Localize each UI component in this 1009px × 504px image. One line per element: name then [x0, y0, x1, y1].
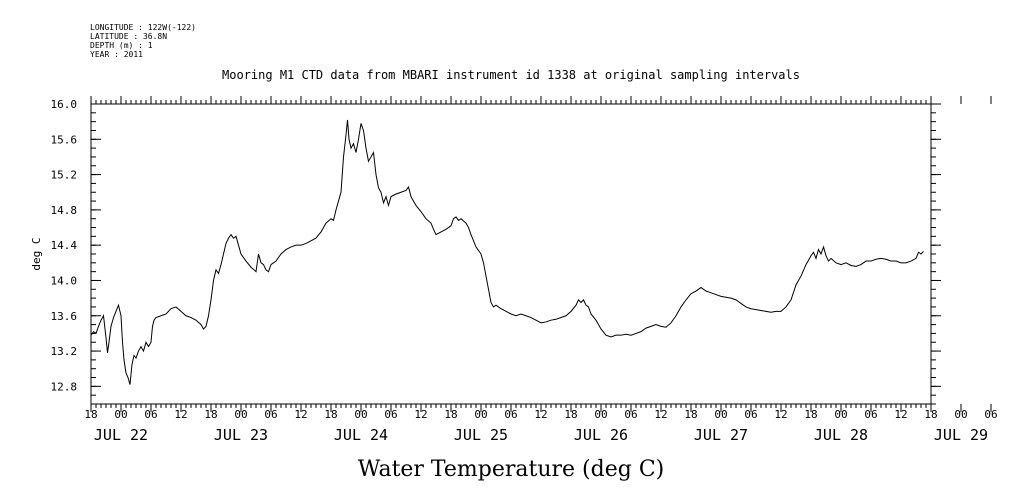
x-hour-label: 06: [624, 408, 637, 421]
x-hour-label: 18: [924, 408, 937, 421]
temperature-series-line: [90, 119, 924, 385]
depth-label: DEPTH (m) : 1: [90, 41, 153, 50]
x-day-label: JUL 24: [334, 426, 388, 444]
y-tick-label: 13.6: [51, 310, 78, 323]
x-hour-label: 18: [84, 408, 97, 421]
x-day-label: JUL 23: [214, 426, 268, 444]
x-hour-label: 06: [984, 408, 997, 421]
x-hour-label: 00: [354, 408, 367, 421]
x-hour-label: 00: [474, 408, 487, 421]
y-tick-label: 13.2: [51, 345, 78, 358]
series-layer: [90, 119, 924, 385]
x-day-label: JUL 26: [574, 426, 628, 444]
y-axis-label: deg C: [30, 237, 43, 270]
x-hour-label: 06: [864, 408, 877, 421]
x-hour-label: 12: [774, 408, 787, 421]
y-tick-label: 12.8: [51, 380, 78, 393]
y-tick-label: 16.0: [51, 98, 78, 111]
y-tick-label: 15.2: [51, 169, 78, 182]
x-hour-label: 18: [684, 408, 697, 421]
x-hour-label: 12: [294, 408, 307, 421]
x-hour-label: 00: [234, 408, 247, 421]
x-hour-label: 18: [204, 408, 217, 421]
x-hour-label: 00: [114, 408, 127, 421]
y-tick-label: 14.4: [51, 239, 78, 252]
x-axis-label: Water Temperature (deg C): [358, 457, 665, 482]
x-hour-label: 06: [384, 408, 397, 421]
chart-title: Mooring M1 CTD data from MBARI instrumen…: [222, 68, 800, 82]
x-hour-label: 12: [174, 408, 187, 421]
metadata-block: LONGITUDE : 122W(-122) LATITUDE : 36.8N …: [90, 23, 196, 59]
x-hour-label: 18: [324, 408, 337, 421]
x-hour-label: 18: [444, 408, 457, 421]
y-axis: 12.8 13.2 13.6 14.0 14.4 14.8 15.2 15.6 16.0: [51, 98, 941, 405]
x-day-label: JUL 29: [934, 426, 988, 444]
x-hour-label: 12: [894, 408, 907, 421]
x-hour-label: 12: [654, 408, 667, 421]
x-hour-label: 06: [504, 408, 517, 421]
x-day-label: JUL 28: [814, 426, 868, 444]
y-tick-label: 14.0: [51, 274, 78, 287]
year-label: YEAR : 2011: [90, 50, 143, 59]
x-hour-label: 00: [714, 408, 727, 421]
x-hour-label: 00: [594, 408, 607, 421]
x-hour-label: 12: [534, 408, 547, 421]
x-hour-label: 06: [144, 408, 157, 421]
y-tick-label: 14.8: [51, 204, 78, 217]
x-hour-label: 18: [564, 408, 577, 421]
y-tick-label: 15.6: [51, 133, 78, 146]
x-hour-label: 06: [744, 408, 757, 421]
x-hour-label: 00: [834, 408, 847, 421]
x-axis: 18 00 06 12 18 00 06 12 18 00 06 12 18 00 06 12 18 00 06 12…: [84, 96, 998, 444]
x-hour-label: 06: [264, 408, 277, 421]
x-day-label: JUL 25: [454, 426, 508, 444]
x-hour-label: 12: [414, 408, 427, 421]
x-hour-label: 00: [954, 408, 967, 421]
x-day-label: JUL 22: [94, 426, 148, 444]
x-hour-label: 18: [804, 408, 817, 421]
plot-frame: [90, 103, 932, 405]
longitude-label: LONGITUDE : 122W(-122): [90, 23, 196, 32]
x-day-label: JUL 27: [694, 426, 748, 444]
latitude-label: LATITUDE : 36.8N: [90, 32, 167, 41]
